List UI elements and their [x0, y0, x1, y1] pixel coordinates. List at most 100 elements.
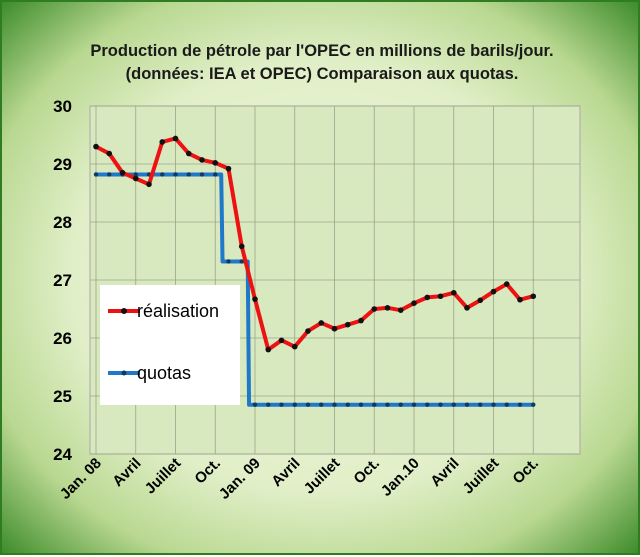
data-point	[424, 294, 431, 301]
data-point	[345, 402, 350, 407]
data-point	[491, 402, 496, 407]
data-point	[266, 402, 271, 407]
y-tick-label: 26	[53, 329, 72, 348]
y-axis-ticks: 24 25 26 27 28 29 30	[53, 97, 72, 464]
data-point	[344, 321, 351, 328]
data-point	[503, 281, 510, 287]
data-point	[331, 325, 338, 332]
data-point	[478, 402, 483, 407]
series-line	[94, 136, 536, 352]
x-tick-label: Oct.	[191, 455, 224, 488]
data-point	[358, 317, 364, 324]
x-tick-label: Avril	[109, 455, 144, 490]
x-tick-label: Jan. 09	[216, 455, 264, 503]
data-point	[252, 296, 258, 302]
data-point	[291, 343, 298, 350]
data-point	[384, 305, 391, 311]
data-point	[119, 169, 126, 176]
data-point	[279, 402, 284, 407]
x-tick-label: Jan.10	[378, 455, 423, 500]
y-tick-label: 30	[53, 97, 72, 116]
data-point	[437, 293, 444, 300]
data-point	[305, 402, 311, 407]
data-point	[278, 337, 285, 344]
x-tick-label: Oct.	[509, 455, 542, 488]
data-point	[411, 300, 417, 307]
data-point	[172, 135, 179, 142]
data-point	[225, 165, 232, 172]
x-tick-label: Juillet	[301, 455, 344, 498]
data-point	[160, 172, 165, 177]
data-point	[530, 293, 537, 300]
series-realisation	[93, 135, 537, 353]
data-point	[146, 181, 152, 188]
data-point	[199, 172, 205, 177]
y-tick-label: 28	[53, 213, 72, 232]
data-point	[212, 160, 219, 166]
legend-label-realisation: réalisation	[137, 301, 219, 321]
data-point	[238, 243, 245, 250]
legend-marker-quotas	[121, 370, 127, 376]
data-point	[332, 402, 337, 407]
data-point	[358, 402, 364, 407]
x-tick-label: Juillet	[460, 455, 503, 498]
data-point	[517, 402, 523, 407]
y-tick-label: 27	[53, 271, 72, 290]
data-point	[397, 307, 404, 313]
data-point	[464, 305, 470, 311]
data-point	[185, 150, 192, 157]
data-point	[292, 402, 297, 407]
x-tick-label: Avril	[427, 455, 462, 490]
data-point	[106, 150, 113, 157]
y-tick-label: 24	[53, 445, 72, 464]
data-point	[173, 172, 178, 177]
y-tick-label: 29	[53, 155, 72, 174]
data-point	[371, 306, 378, 312]
legend-label-quotas: quotas	[137, 363, 191, 383]
data-point	[93, 172, 99, 177]
data-point	[252, 402, 258, 407]
data-point	[490, 288, 497, 295]
data-point	[372, 402, 377, 407]
data-point	[159, 139, 166, 145]
data-point	[199, 157, 205, 163]
data-point	[133, 172, 138, 177]
data-point	[504, 402, 509, 407]
data-point	[107, 172, 112, 177]
series-quotas	[93, 172, 536, 407]
data-point	[93, 143, 99, 150]
legend: réalisation quotas	[100, 285, 240, 405]
x-tick-label: Juillet	[142, 455, 185, 498]
y-tick-label: 25	[53, 387, 72, 406]
data-point	[411, 402, 417, 407]
chart-subtitle: (données: IEA et OPEC) Comparaison aux q…	[126, 65, 519, 83]
data-point	[319, 402, 324, 407]
data-point	[186, 172, 191, 177]
data-point	[425, 402, 430, 407]
chart-title: Production de pétrole par l'OPEC en mill…	[90, 42, 553, 60]
data-point	[305, 328, 311, 334]
data-point	[438, 402, 443, 407]
data-point	[385, 402, 390, 407]
data-point	[132, 175, 139, 182]
x-tick-label: Oct.	[350, 455, 383, 488]
series-line	[94, 172, 536, 407]
series-layer	[93, 135, 537, 407]
data-point	[531, 402, 536, 407]
data-point	[226, 259, 231, 264]
data-point	[239, 259, 244, 264]
data-point	[398, 402, 403, 407]
data-point	[318, 320, 325, 326]
x-tick-label: Avril	[268, 455, 303, 490]
legend-marker-realisation	[121, 308, 127, 314]
data-point	[464, 402, 470, 407]
data-point	[517, 296, 523, 303]
data-point	[477, 297, 484, 304]
data-point	[265, 346, 272, 353]
data-point	[450, 289, 457, 296]
data-point	[213, 172, 218, 177]
data-point	[451, 402, 456, 407]
